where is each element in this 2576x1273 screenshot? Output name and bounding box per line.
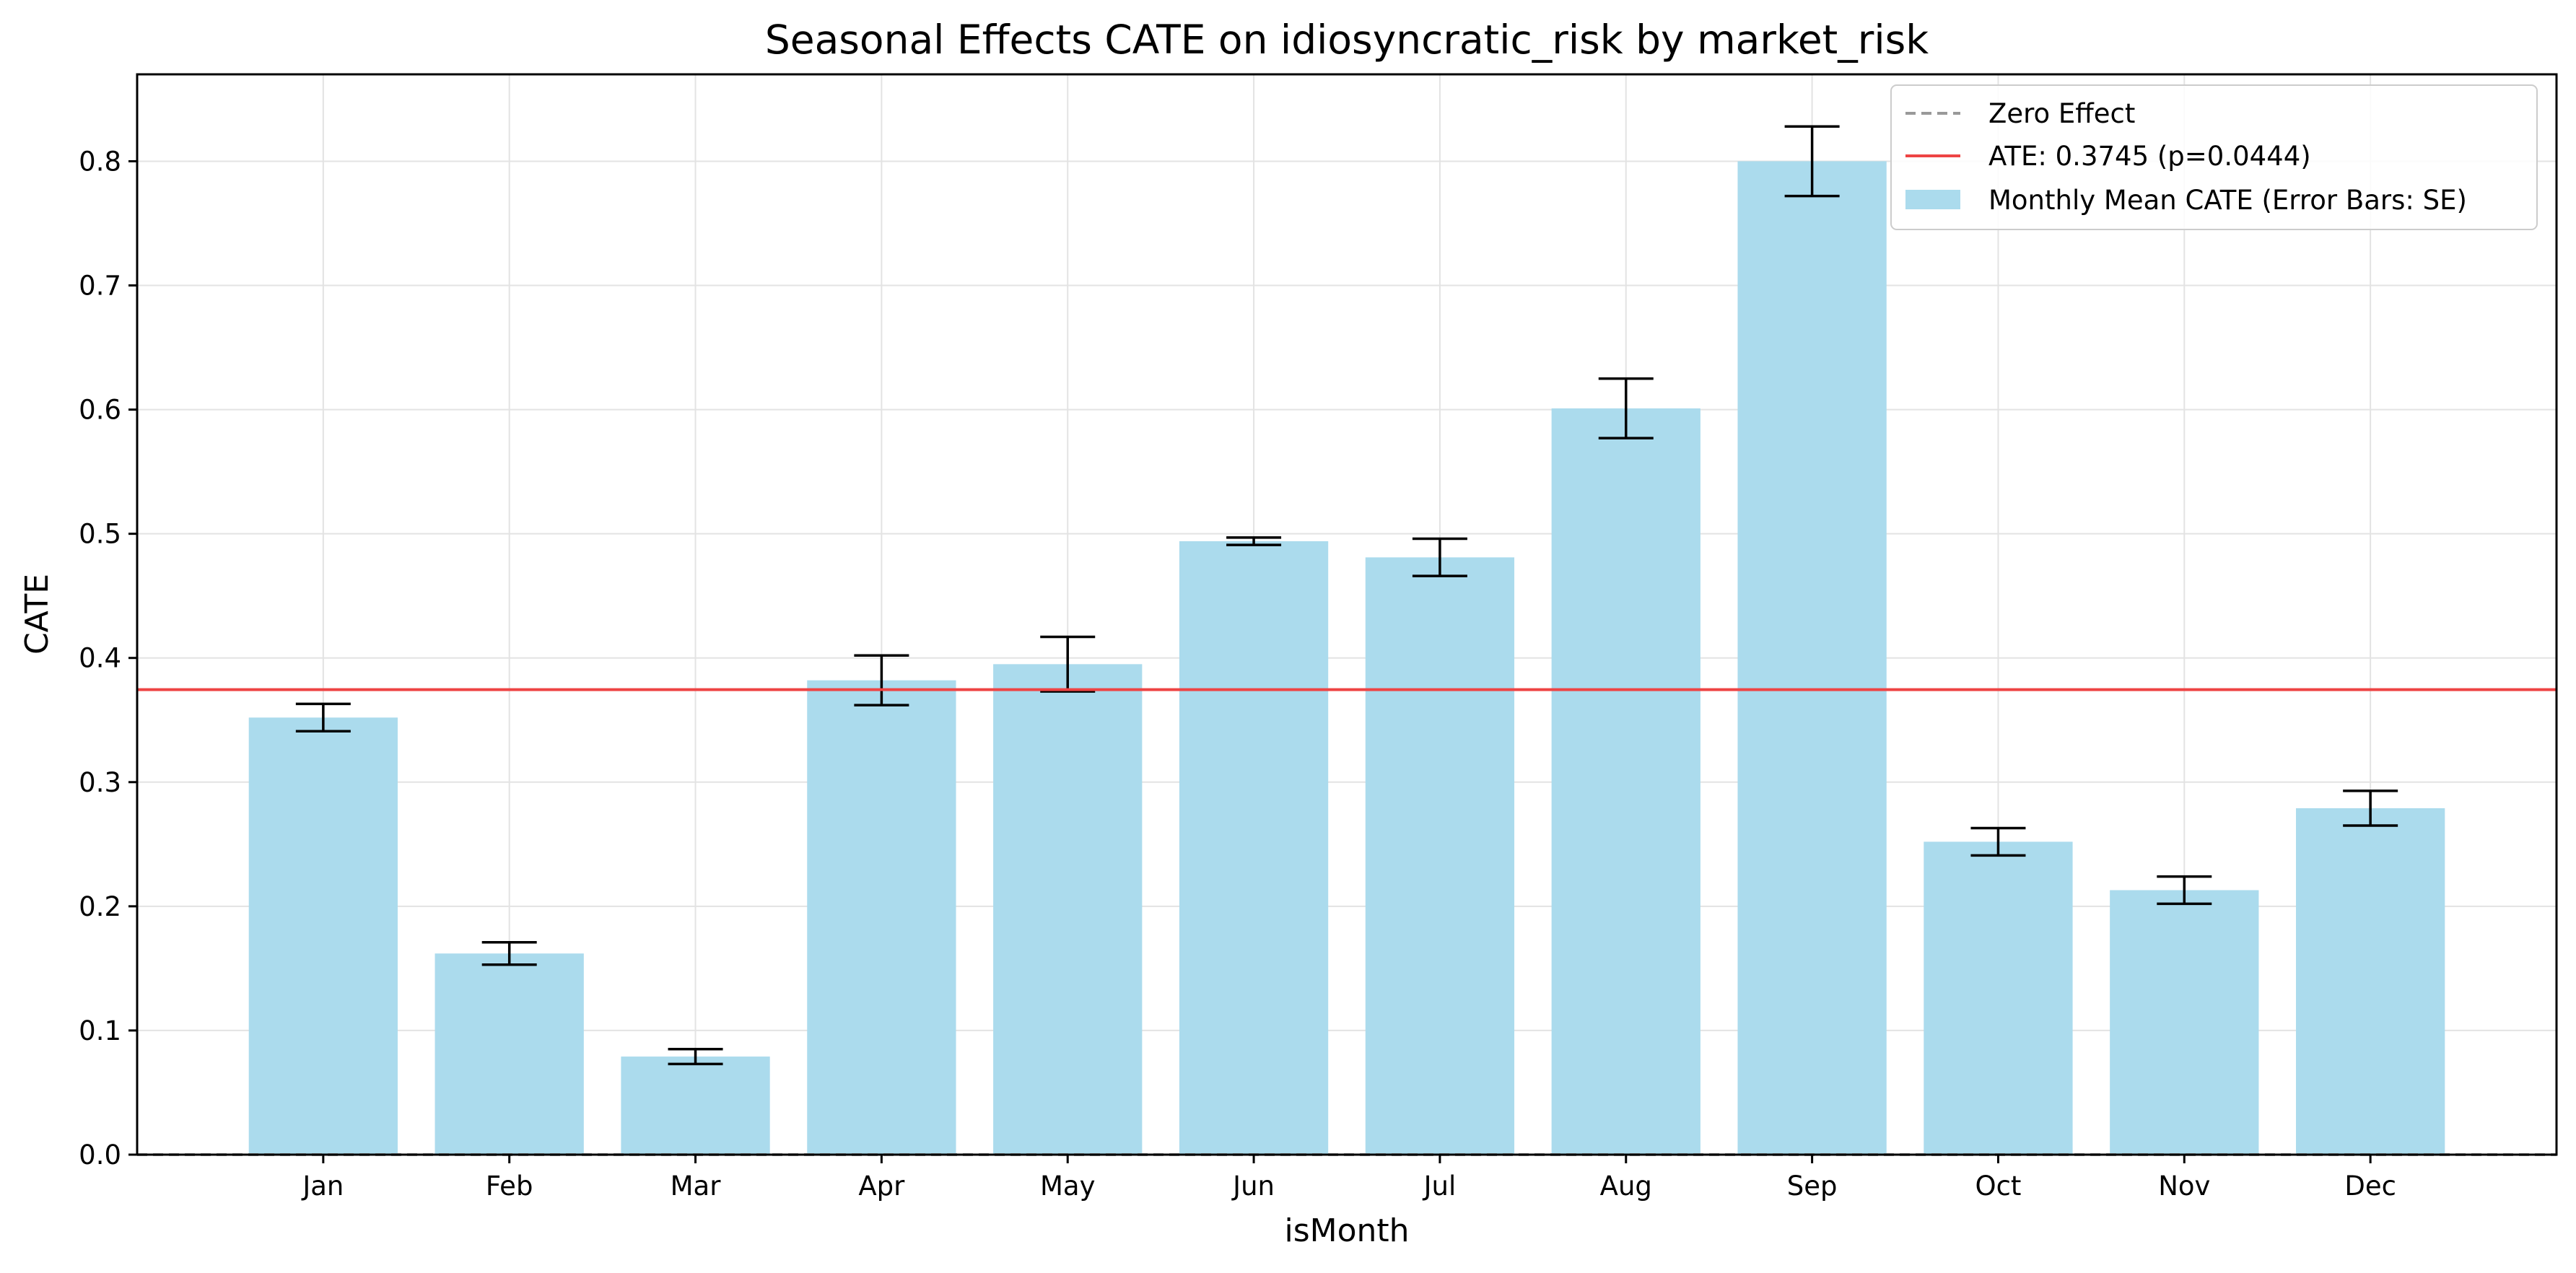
y-tick-label: 0.0 [79,1139,121,1171]
bar-jul [1365,557,1515,1155]
bar-oct [1924,841,2073,1155]
y-tick-label: 0.8 [79,146,121,177]
x-tick-label: Dec [2344,1171,2396,1202]
y-tick-label: 0.5 [79,519,121,550]
legend-zero-effect-label: Zero Effect [1988,98,2135,129]
bar-aug [1551,408,1700,1155]
bar-dec [2296,808,2445,1155]
bar-jan [248,717,398,1155]
bar-nov [2110,890,2259,1155]
x-tick-label: Jun [1231,1171,1275,1202]
bar-sep [1737,161,1887,1155]
bars-layer [248,161,2445,1155]
axes-layer: 0.0 0.1 0.2 0.3 0.4 0.5 0.6 0.7 0.8 Jan Feb Mar Apr M… [79,146,2396,1202]
legend-cate-swatch [1905,190,1960,209]
bar-apr [807,680,956,1155]
x-tick-label: Oct [1975,1171,2021,1202]
x-tick-label: Feb [486,1171,533,1202]
y-tick-label: 0.7 [79,271,121,302]
y-tick-label: 0.3 [79,767,121,798]
x-tick-label: Jul [1423,1171,1457,1202]
x-axis-title: isMonth [1284,1212,1409,1249]
x-tick-label: May [1040,1171,1096,1202]
x-tick-label: Jan [301,1171,344,1202]
x-tick-label: Apr [858,1171,905,1202]
bar-feb [435,953,584,1155]
legend-cate-label: Monthly Mean CATE (Error Bars: SE) [1988,185,2467,216]
x-tick-label: Sep [1787,1171,1838,1202]
bar-may [993,664,1143,1155]
plot-frame [136,73,2558,1156]
y-tick-label: 0.1 [79,1015,121,1046]
y-tick-label: 0.4 [79,643,121,674]
legend-box [1890,84,2538,230]
legend: Zero Effect ATE: 0.3745 (p=0.0444) Month… [1890,84,2538,230]
x-tick-label: Mar [671,1171,722,1202]
x-tick-label: Nov [2158,1171,2210,1202]
bar-jun [1179,541,1329,1155]
legend-ate-label: ATE: 0.3745 (p=0.0444) [1988,141,2311,172]
error-bars-layer [295,125,2398,1066]
y-tick-label: 0.6 [79,395,121,426]
x-tick-label: Aug [1600,1171,1652,1202]
chart-title: Seasonal Effects CATE on idiosyncratic_r… [765,17,1929,63]
bar-mar [621,1057,770,1155]
y-tick-label: 0.2 [79,891,121,922]
y-axis-title: CATE [19,574,56,655]
